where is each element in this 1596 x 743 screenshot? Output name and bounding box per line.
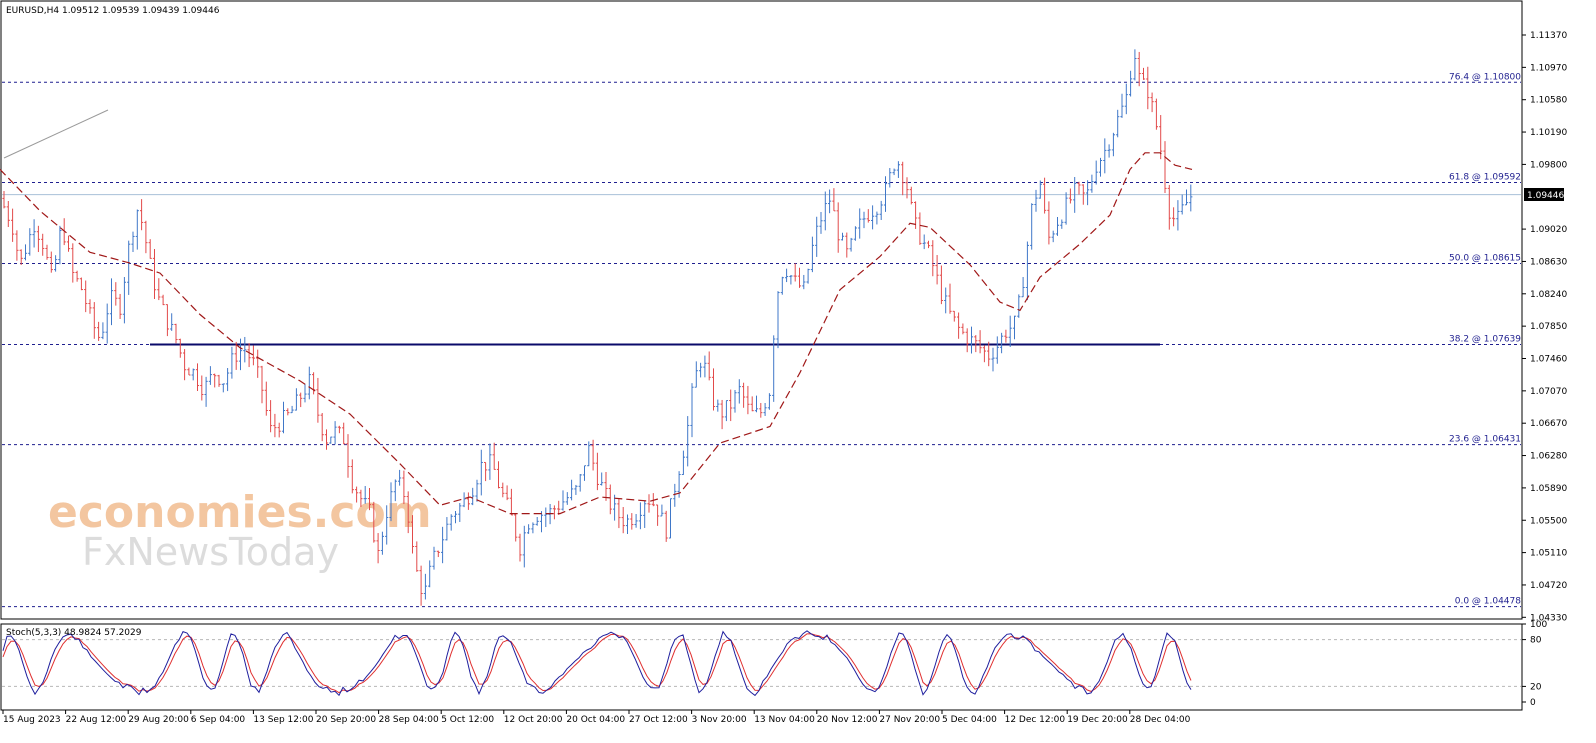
current-price-tag: 1.09446 [1527, 191, 1564, 201]
stoch-d-line [2, 633, 1192, 694]
price-tick-label: 1.07850 [1530, 322, 1567, 332]
stoch-tick-label: 80 [1530, 636, 1542, 646]
fib-level-label: 50.0 @ 1.08615 [1449, 254, 1521, 264]
price-tick-label: 1.06280 [1530, 452, 1567, 462]
time-tick-label: 20 Oct 04:00 [566, 715, 625, 725]
time-tick-label: 28 Dec 04:00 [1130, 715, 1191, 725]
time-tick-label: 15 Aug 2023 [3, 715, 61, 725]
price-tick-label: 1.06670 [1530, 419, 1567, 429]
time-tick-label: 27 Oct 12:00 [629, 715, 688, 725]
price-tick-label: 1.10970 [1530, 63, 1567, 73]
fib-level-label: 76.4 @ 1.10800 [1449, 72, 1521, 82]
fib-level-label: 0.0 @ 1.04478 [1455, 597, 1522, 607]
stoch-k-line [2, 630, 1192, 697]
time-tick-label: 3 Nov 20:00 [692, 715, 747, 725]
price-tick-label: 1.08630 [1530, 257, 1567, 267]
stochastic-oscillator: 100 80 20 0 [2, 620, 1547, 708]
price-tick-label: 1.04330 [1530, 613, 1567, 623]
chart-header: EURUSD,H4 1.09512 1.09539 1.09439 1.0944… [6, 6, 220, 16]
time-tick-label: 12 Oct 20:00 [504, 715, 563, 725]
price-tick-label: 1.09020 [1530, 225, 1567, 235]
time-tick-label: 19 Dec 20:00 [1067, 715, 1128, 725]
watermark-fxnewstoday: FxNewsToday [82, 530, 339, 574]
time-tick-label: 29 Aug 20:00 [128, 715, 189, 725]
price-tick-label: 1.10580 [1530, 96, 1567, 106]
price-tick-label: 1.07070 [1530, 387, 1567, 397]
stoch-tick-label: 20 [1530, 682, 1542, 692]
price-tick-label: 1.10190 [1530, 128, 1567, 138]
price-tick-label: 1.05110 [1530, 549, 1567, 559]
stoch-plot-frame [0, 623, 1523, 711]
current-price-tag-bg [1524, 188, 1564, 201]
time-tick-label: 13 Nov 04:00 [754, 715, 815, 725]
fib-level-label: 23.6 @ 1.06431 [1449, 435, 1521, 445]
time-tick-label: 27 Nov 20:00 [879, 715, 940, 725]
price-tick-label: 1.08240 [1530, 290, 1567, 300]
watermark: economies.com FxNewsToday [48, 487, 432, 574]
stoch-tick-label: 100 [1530, 620, 1547, 630]
price-tick-label: 1.05890 [1530, 484, 1567, 494]
candlesticks [2, 49, 1193, 606]
time-tick-label: 6 Sep 04:00 [191, 715, 246, 725]
watermark-economies: economies.com [48, 487, 432, 538]
price-tick-label: 1.04720 [1530, 581, 1567, 591]
trendline[interactable] [3, 109, 109, 159]
time-tick-label: 20 Nov 12:00 [817, 715, 878, 725]
price-tick-label: 1.05500 [1530, 516, 1567, 526]
moving-average-line [0, 152, 1193, 515]
stoch-tick-label: 0 [1530, 698, 1536, 708]
price-tick-label: 1.11370 [1530, 31, 1567, 41]
time-tick-label: 13 Sep 12:00 [253, 715, 313, 725]
main-plot-frame [0, 0, 1523, 620]
price-tick-label: 1.09800 [1530, 160, 1567, 170]
time-tick-label: 5 Dec 04:00 [942, 715, 997, 725]
time-tick-label: 22 Aug 12:00 [66, 715, 127, 725]
time-tick-label: 5 Oct 12:00 [441, 715, 494, 725]
time-tick-label: 28 Sep 04:00 [379, 715, 439, 725]
price-tick-label: 1.07460 [1530, 355, 1567, 365]
time-tick-label: 20 Sep 20:00 [316, 715, 376, 725]
stoch-header: Stoch(5,3,3) 48.9824 57.2029 [6, 628, 142, 638]
fibonacci-levels: 76.4 @ 1.10800 61.8 @ 1.09592 50.0 @ 1.086… [2, 72, 1522, 608]
fib-level-label: 38.2 @ 1.07639 [1449, 334, 1521, 344]
price-axis: 1.11370 1.10970 1.10580 1.10190 1.09800 1.090… [1522, 31, 1567, 623]
time-axis: 15 Aug 2023 22 Aug 12:00 29 Aug 20:00 6 Sep… [2, 710, 1191, 725]
time-tick-label: 12 Dec 12:00 [1005, 715, 1066, 725]
moving-average [0, 152, 1193, 515]
fib-level-label: 61.8 @ 1.09592 [1449, 172, 1521, 182]
